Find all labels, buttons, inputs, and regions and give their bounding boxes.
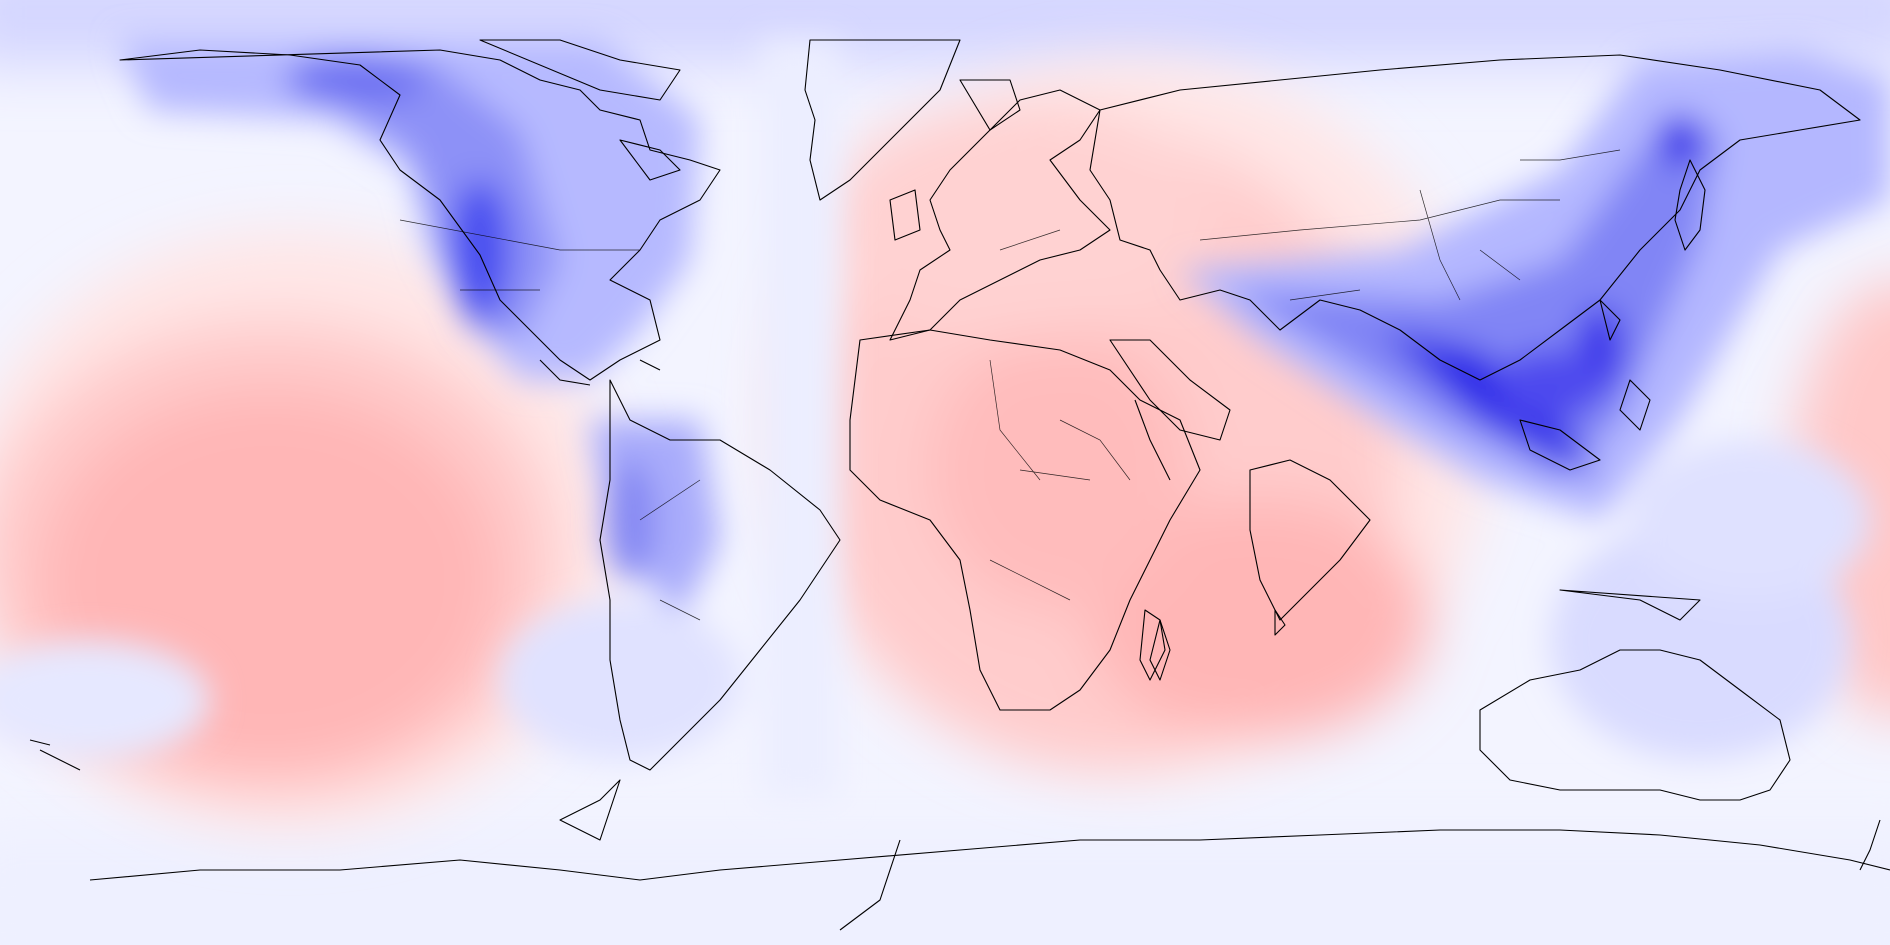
coastline-antarctica xyxy=(89,829,1890,881)
coastline-africa xyxy=(849,329,1201,711)
coastline-north-america xyxy=(119,49,721,381)
coastline-japan xyxy=(1674,159,1706,251)
coastline-asia xyxy=(1089,54,1861,381)
coastline-greenland xyxy=(804,39,961,201)
anomaly-north-america xyxy=(120,40,700,380)
coastline-australia xyxy=(1479,649,1791,801)
coastline-india xyxy=(1249,459,1371,621)
anomaly-europe xyxy=(820,100,1220,340)
negative-anomaly-regions xyxy=(0,40,1890,800)
country-borders xyxy=(399,149,1621,621)
coastlines xyxy=(29,39,1890,931)
anomaly-africa-core xyxy=(930,330,1190,610)
coastline-south-america xyxy=(599,379,841,771)
anomaly-indian-ocean-core xyxy=(1090,500,1430,740)
coastline-madagascar xyxy=(1139,609,1166,681)
